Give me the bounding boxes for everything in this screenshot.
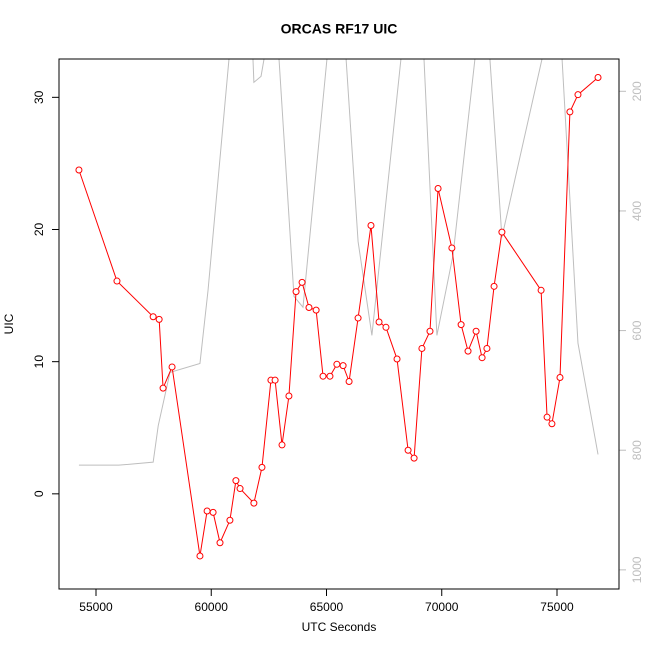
data-point <box>464 347 472 355</box>
data-point <box>168 363 176 371</box>
data-point <box>354 314 362 322</box>
x-axis-label: UTC Seconds <box>302 620 377 634</box>
data-point <box>113 277 121 285</box>
data-point <box>149 313 157 321</box>
x-tick-label: 65000 <box>310 600 344 614</box>
chart-title: ORCAS RF17 UIC <box>281 21 398 37</box>
data-point <box>305 303 313 311</box>
data-point <box>478 354 486 362</box>
y2-tick-label: 600 <box>630 320 644 340</box>
data-point <box>375 318 383 326</box>
plot-frame <box>58 58 620 590</box>
data-point <box>196 552 204 560</box>
data-point <box>232 477 240 485</box>
data-point <box>285 392 293 400</box>
data-point <box>250 499 258 507</box>
plot-area <box>75 59 602 560</box>
y2-tick-label: 1000 <box>630 556 644 583</box>
data-point <box>490 282 498 290</box>
data-point <box>472 327 480 335</box>
data-point <box>594 74 602 82</box>
data-point <box>404 446 412 454</box>
data-point <box>292 288 300 296</box>
data-point <box>434 185 442 193</box>
y-axis-label: UIC <box>2 313 16 334</box>
data-point <box>566 108 574 116</box>
data-point <box>258 463 266 471</box>
x-tick-label: 60000 <box>195 600 229 614</box>
x-tick-label: 55000 <box>79 600 113 614</box>
data-point <box>345 377 353 385</box>
y2-tick-label: 400 <box>630 201 644 221</box>
data-point <box>548 420 556 428</box>
data-point <box>216 539 224 547</box>
data-point <box>574 91 582 99</box>
data-point <box>278 441 286 449</box>
data-point <box>159 384 167 392</box>
series-line <box>78 59 599 466</box>
data-point <box>203 507 211 515</box>
data-point <box>209 508 217 516</box>
data-point <box>498 228 506 236</box>
data-point <box>382 323 390 331</box>
data-point <box>367 222 375 230</box>
y-tick-label: 30 <box>32 90 46 104</box>
data-point <box>226 516 234 524</box>
data-point <box>410 454 418 462</box>
data-point <box>483 344 491 352</box>
data-point <box>543 413 551 421</box>
y-tick-label: 10 <box>32 355 46 369</box>
y-tick-label: 20 <box>32 223 46 237</box>
data-point <box>556 374 564 382</box>
data-point <box>298 278 306 286</box>
y2-tick-label: 800 <box>630 440 644 460</box>
data-point <box>448 244 456 252</box>
data-point <box>155 315 163 323</box>
data-point <box>418 344 426 352</box>
data-point <box>333 360 341 368</box>
x-tick-label: 75000 <box>540 600 574 614</box>
data-point <box>426 327 434 335</box>
y2-tick-label: 200 <box>630 81 644 101</box>
data-point <box>75 166 83 174</box>
data-point <box>236 485 244 493</box>
data-point <box>271 376 279 384</box>
series-line <box>78 77 599 557</box>
data-point <box>339 362 347 370</box>
y-tick-label: 0 <box>32 490 46 497</box>
data-point <box>319 372 327 380</box>
data-point <box>457 321 465 329</box>
data-point <box>326 372 334 380</box>
data-point <box>312 306 320 314</box>
data-point <box>393 355 401 363</box>
data-point <box>537 286 545 294</box>
x-tick-label: 70000 <box>425 600 459 614</box>
